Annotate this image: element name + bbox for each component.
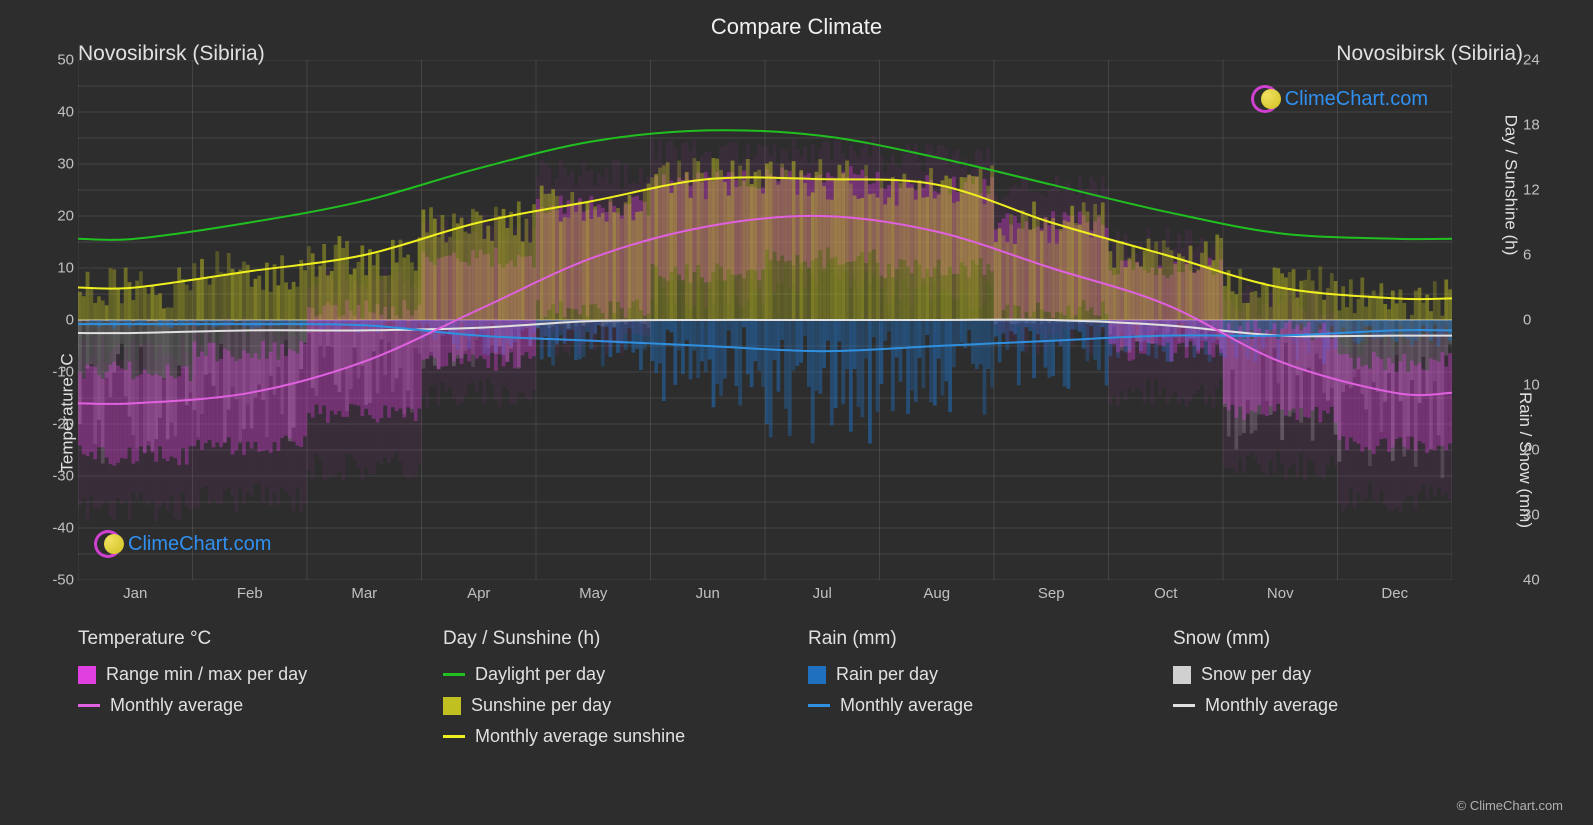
legend-item: Range min / max per day [78,664,403,685]
legend-swatch [78,666,96,684]
legend-item: Monthly average sunshine [443,726,768,747]
logo-icon [94,530,122,558]
legend-item: Monthly average [1173,695,1498,716]
y1-ticks: -50-40-30-20-1001020304050 [40,60,74,580]
legend-swatch [1173,666,1191,684]
legend-swatch [78,704,100,707]
legend-swatch [443,735,465,738]
legend-label: Monthly average sunshine [475,726,685,747]
chart-title: Compare Climate [0,0,1593,40]
legend-swatch [1173,704,1195,707]
legend-label: Monthly average [110,695,243,716]
legend-swatch [443,697,461,715]
legend-item: Sunshine per day [443,695,768,716]
legend-label: Sunshine per day [471,695,611,716]
legend-label: Monthly average [840,695,973,716]
legend-group-title: Snow (mm) [1173,628,1498,650]
legend-label: Range min / max per day [106,664,307,685]
y2-ticks: 0612182410203040 [1523,60,1547,580]
legend-item: Rain per day [808,664,1133,685]
legend-group: Temperature °C Range min / max per day Mon… [78,628,403,757]
logo-bottom-left: ClimeChart.com [94,530,271,558]
legend-swatch [808,666,826,684]
y2-axis-label-top: Day / Sunshine (h) [1501,115,1521,256]
legend-group-title: Temperature °C [78,628,403,650]
legend-item: Snow per day [1173,664,1498,685]
legend-group-title: Day / Sunshine (h) [443,628,768,650]
legend-item: Monthly average [808,695,1133,716]
chart-plot-area [78,60,1452,580]
logo-icon [1251,85,1279,113]
legend-swatch [808,704,830,707]
legend: Temperature °C Range min / max per day Mon… [78,628,1498,757]
legend-label: Daylight per day [475,664,605,685]
logo-text: ClimeChart.com [128,533,271,556]
legend-group: Snow (mm) Snow per day Monthly average [1173,628,1498,757]
legend-group: Day / Sunshine (h) Daylight per day Sunshi… [443,628,768,757]
logo-text: ClimeChart.com [1285,88,1428,111]
legend-label: Rain per day [836,664,938,685]
legend-label: Snow per day [1201,664,1311,685]
x-axis-labels: JanFebMarAprMayJunJulAugSepOctNovDec [78,585,1452,602]
legend-label: Monthly average [1205,695,1338,716]
logo-top-right: ClimeChart.com [1251,85,1428,113]
legend-swatch [443,673,465,676]
copyright: © ClimeChart.com [1457,798,1563,813]
legend-item: Daylight per day [443,664,768,685]
legend-item: Monthly average [78,695,403,716]
legend-group: Rain (mm) Rain per day Monthly average [808,628,1133,757]
legend-group-title: Rain (mm) [808,628,1133,650]
